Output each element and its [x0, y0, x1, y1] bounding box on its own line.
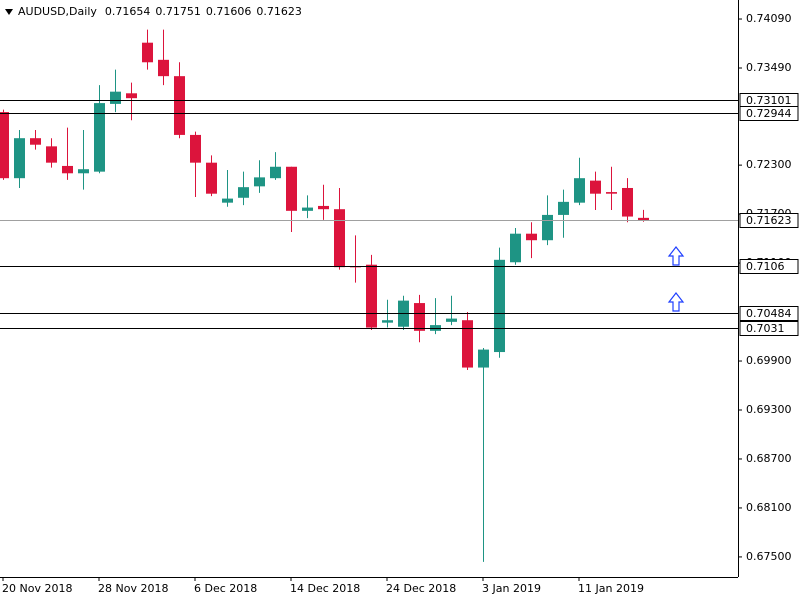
candle-body [30, 138, 41, 145]
y-tick-label: 0.67500 [746, 550, 792, 563]
header-triangle [5, 9, 13, 15]
price-label: 0.71623 [746, 214, 792, 227]
candle-body [126, 93, 137, 99]
price-label: 0.70484 [746, 307, 792, 320]
candle-body [94, 103, 105, 172]
candle-body [222, 198, 233, 203]
price-label-box [739, 321, 799, 336]
candle-body [558, 201, 569, 215]
candle-body [478, 349, 489, 368]
candle-body [46, 146, 57, 163]
x-tick-label: 3 Jan 2019 [482, 582, 541, 595]
price-label: 0.72944 [746, 107, 792, 120]
candle-body [254, 177, 265, 187]
price-label: 0.7106 [746, 260, 785, 273]
candle-body [174, 76, 185, 135]
y-tick-label: 0.69300 [746, 403, 792, 416]
candle-body [446, 318, 457, 322]
candle-body [206, 162, 217, 194]
candle-body [286, 166, 297, 211]
x-tick-label: 24 Dec 2018 [386, 582, 456, 595]
candle-body [238, 187, 249, 198]
candle-body [158, 59, 169, 77]
candle-body [334, 209, 345, 268]
price-label-box [739, 259, 799, 274]
candle-body [494, 259, 505, 353]
header-open: 0.71654 [105, 5, 151, 18]
candle-body [110, 91, 121, 104]
x-tick-label: 14 Dec 2018 [290, 582, 360, 595]
x-tick-label: 20 Nov 2018 [2, 582, 72, 595]
price-label-box [739, 306, 799, 321]
candle-body [14, 138, 25, 179]
candle-body [142, 42, 153, 63]
candle-body [574, 178, 585, 203]
candle-body [638, 217, 649, 221]
candle-body [590, 180, 601, 194]
candle-body [414, 303, 425, 331]
candle-body [190, 134, 201, 163]
y-tick-label: 0.68100 [746, 501, 792, 514]
candle-body [430, 325, 441, 331]
header-close: 0.71623 [256, 5, 302, 18]
y-tick-label: 0.72300 [746, 158, 792, 171]
candle-body [382, 320, 393, 323]
candle-body [606, 192, 617, 194]
y-tick-label: 0.68700 [746, 452, 792, 465]
x-tick-label: 28 Nov 2018 [98, 582, 168, 595]
up-arrow-icon [667, 246, 685, 266]
x-tick-label: 6 Dec 2018 [194, 582, 257, 595]
x-tick-label: 11 Jan 2019 [578, 582, 644, 595]
header-low: 0.71606 [206, 5, 252, 18]
y-tick-label: 0.69900 [746, 354, 792, 367]
price-label-box [739, 213, 799, 228]
candle-body [526, 233, 537, 241]
price-label: 0.73101 [746, 94, 792, 107]
chart-header: AUDUSD,Daily 0.71654 0.71751 0.71606 0.71623 [18, 5, 302, 18]
candle-body [62, 165, 73, 174]
candle-body [0, 112, 9, 179]
y-tick-label: 0.74090 [746, 12, 792, 25]
candle-body [462, 320, 473, 368]
candle-body [318, 205, 329, 210]
plot-area [0, 29, 738, 562]
symbol-title: AUDUSD,Daily [18, 5, 97, 18]
candle-body [510, 233, 521, 263]
candle-body [302, 207, 313, 211]
candle-body [622, 187, 633, 217]
y-tick-label: 0.73490 [746, 61, 792, 74]
price-label-box [739, 106, 799, 121]
price-label: 0.7031 [746, 322, 785, 335]
candle-body [542, 214, 553, 241]
header-high: 0.71751 [155, 5, 201, 18]
candle-body [270, 166, 281, 179]
up-arrow-icon [667, 292, 685, 312]
candle-body [366, 264, 377, 328]
candle-body [78, 169, 89, 174]
